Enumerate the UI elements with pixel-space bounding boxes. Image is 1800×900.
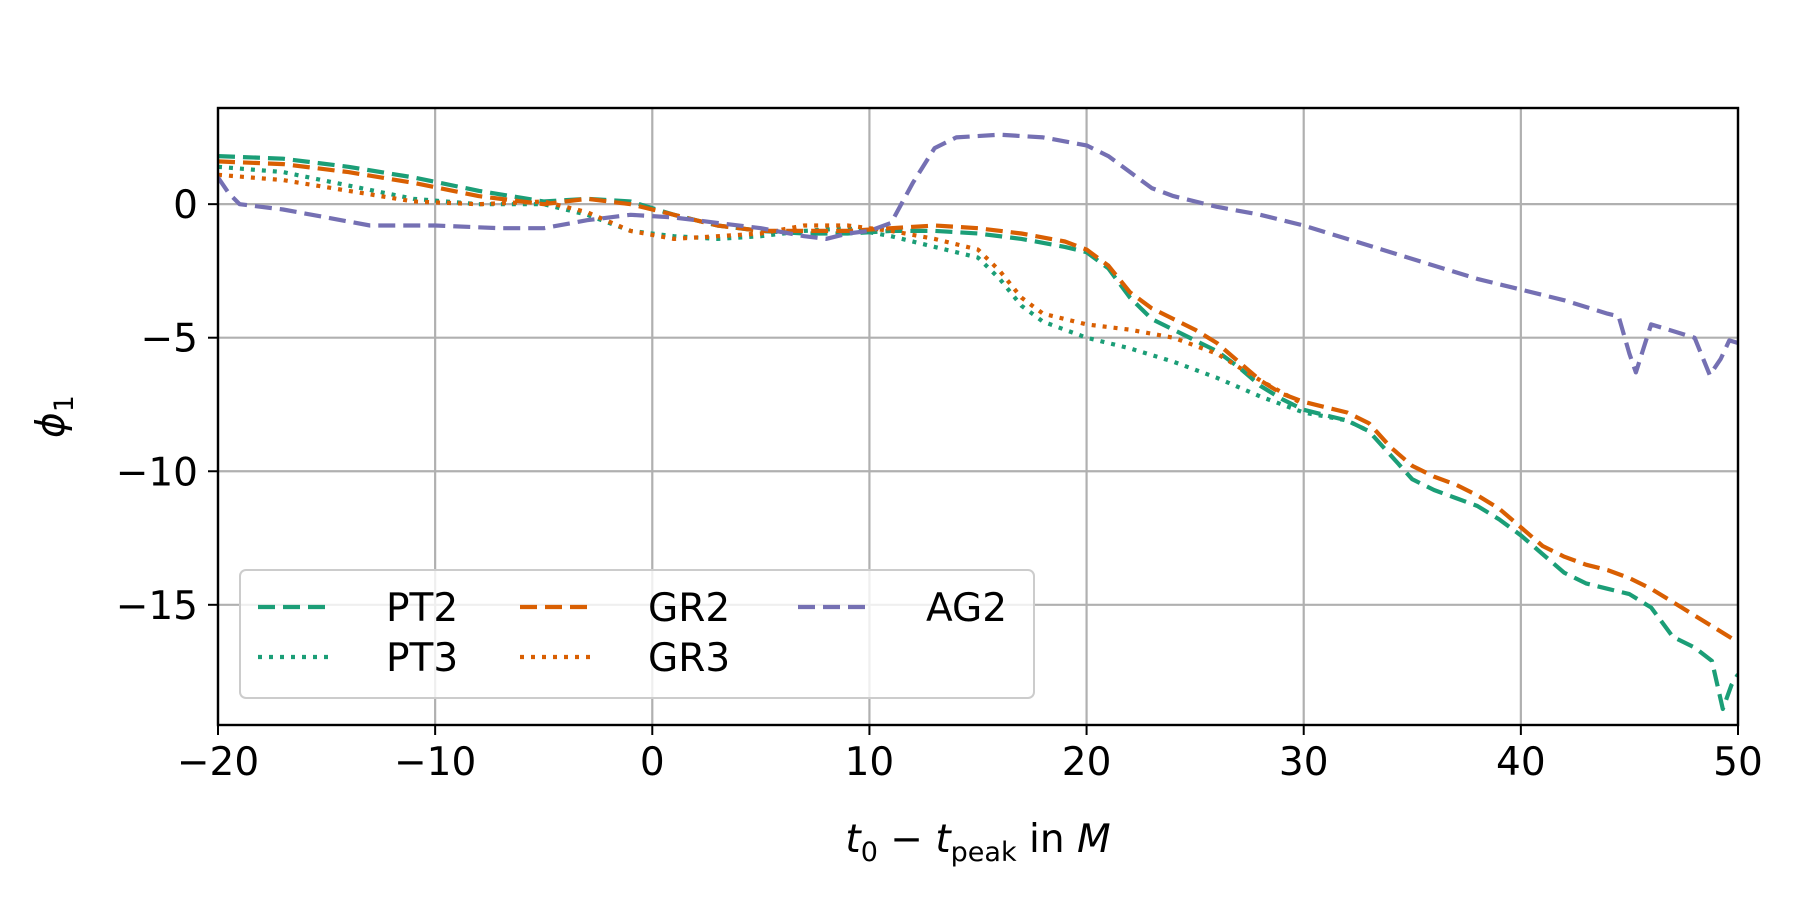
series-group [218,132,1738,712]
legend-label-pt2: PT2 [386,586,458,631]
series-line-pt3 [218,164,1370,434]
series-line-ag2 [218,132,1738,378]
ticks: −20 −10 0 10 20 30 40 50 0 −5 −10 −15 [116,183,1763,785]
x-tick-label: −10 [394,740,476,785]
legend-box [239,569,1035,699]
legend-label-pt3: PT3 [386,636,458,681]
x-tick-label: 30 [1279,740,1329,785]
y-tick-label: −15 [116,584,198,629]
y-axis-label: ϕ1 [29,395,80,438]
x-tick-label: −20 [177,740,259,785]
y-label-subscript: 1 [49,395,80,412]
x-tick-label: 0 [640,740,665,785]
legend-label-ag2: AG2 [926,586,1007,631]
x-label-t0: t [845,817,862,862]
y-label-symbol: ϕ [29,412,74,438]
series-line-gr2 [218,159,1738,644]
legend: PT2 PT3 GR2 GR3 AG2 [239,569,1035,699]
x-tick-label: 40 [1496,740,1546,785]
x-axis-label: t0 − tpeak in M [845,817,1110,868]
x-label-in: in [1017,817,1077,862]
legend-label-gr2: GR2 [648,586,730,631]
x-label-tpeak: t [935,817,952,862]
x-tick-label: 20 [1062,740,1112,785]
y-tick-label: −5 [141,317,199,362]
y-tick-label: 0 [173,183,198,228]
legend-label-gr3: GR3 [648,636,730,681]
x-label-minus: − [878,817,935,862]
y-tick-label: −10 [116,450,198,495]
x-tick-label: 10 [845,740,895,785]
x-label-sub-peak: peak [951,837,1017,868]
x-label-sub0: 0 [861,837,878,868]
plot-frame [216,106,1740,727]
x-tick-label: 50 [1713,740,1763,785]
x-label-unit: M [1077,817,1111,862]
series-line-gr3 [218,172,1305,407]
